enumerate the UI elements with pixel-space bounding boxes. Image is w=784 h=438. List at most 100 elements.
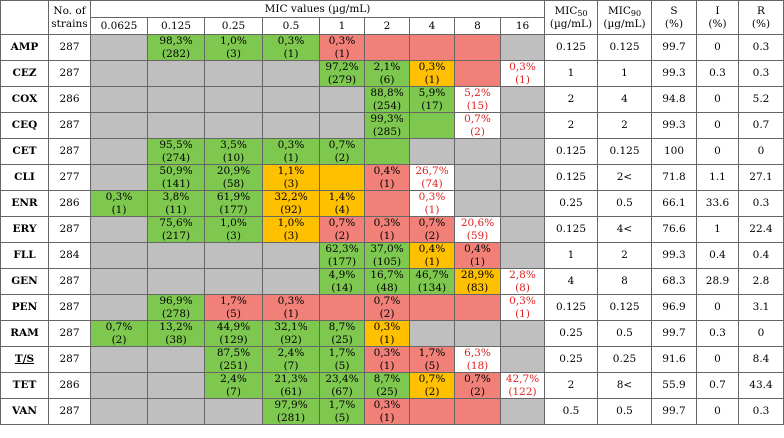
mic-cell	[147, 372, 205, 399]
mic90-label: MIC	[607, 5, 631, 17]
mic-cell	[90, 346, 148, 373]
mic-cell	[409, 112, 455, 139]
mic-cell	[147, 112, 205, 139]
mic50-value: 2	[544, 86, 598, 113]
s-unit: (%)	[664, 17, 684, 30]
mic-cell: 4,9% (14)	[319, 268, 365, 295]
mic-cell: 16,7% (48)	[364, 268, 410, 295]
mic-cell: 32,1% (92)	[262, 320, 320, 347]
mic-cell	[500, 216, 545, 243]
mic-cell: 28,9% (83)	[454, 268, 501, 295]
mic-cell	[90, 268, 148, 295]
antibiotic-name: CET	[0, 138, 49, 165]
mic-cell: 1,4% (4)	[319, 190, 365, 217]
table-header: No. of strains MIC values (µg/mL) MIC50 (µ…	[0, 0, 784, 35]
i-value: 28.9	[696, 268, 739, 295]
strain-count: 284	[48, 242, 91, 269]
mic-cell: 0,3% (1)	[364, 398, 410, 425]
mic-cell: 0,7% (2)	[90, 320, 148, 347]
mic90-value: 0.5	[597, 398, 652, 425]
r-value: 3.1	[738, 294, 784, 321]
mic-cell: 1,0% (3)	[204, 216, 263, 243]
antibiotic-name: FLL	[0, 242, 49, 269]
mic-cell	[90, 372, 148, 399]
strain-count: 287	[48, 268, 91, 295]
mic90-value: 2	[597, 242, 652, 269]
mic-cell	[454, 138, 501, 165]
mic-cell: 1,7% (5)	[319, 398, 365, 425]
mic90-value: 8<	[597, 372, 652, 399]
r-value: 5.2	[738, 86, 784, 113]
r-value: 0.3	[738, 60, 784, 87]
mic-cell: 0,3% (1)	[319, 34, 365, 61]
strain-count: 286	[48, 86, 91, 113]
mic-cell	[147, 242, 205, 269]
mic-cell	[319, 294, 365, 321]
mic90-value: 2	[597, 112, 652, 139]
conc-1: 1	[319, 17, 365, 35]
mic-cell: 0,4% (1)	[364, 164, 410, 191]
mic-cell: 8,7% (25)	[364, 372, 410, 399]
mic-cell	[500, 138, 545, 165]
conc-0.5: 0.5	[262, 17, 320, 35]
antibiotic-name: ENR	[0, 190, 49, 217]
r-value: 22.4	[738, 216, 784, 243]
strain-count: 287	[48, 320, 91, 347]
mic50-value: 0.5	[544, 398, 598, 425]
i-value: 0.3	[696, 320, 739, 347]
mic90-unit: (µg/mL)	[603, 17, 646, 30]
s-value: 66.1	[651, 190, 697, 217]
conc-2: 2	[364, 17, 410, 35]
mic-cell: 20,9% (58)	[204, 164, 263, 191]
header-strains-line2: strains	[51, 17, 88, 30]
mic-cell: 0,3% (1)	[262, 138, 320, 165]
mic90-value: 0.5	[597, 320, 652, 347]
mic50-value: 0.125	[544, 294, 598, 321]
mic-cell: 26,7% (74)	[409, 164, 455, 191]
mic-cell: 0,7% (2)	[454, 112, 501, 139]
mic-cell	[500, 190, 545, 217]
table-body: AMP 287 98,3% (282) 1,0% (3) 0,3% (1) 0,3% (1) 0.1…	[0, 34, 784, 425]
mic90-sub: 90	[630, 9, 642, 18]
mic-cell: 0,3% (1)	[364, 216, 410, 243]
s-value: 94.8	[651, 86, 697, 113]
i-value: 0	[696, 34, 739, 61]
mic-cell: 0,7% (2)	[409, 216, 455, 243]
mic-cell	[364, 138, 410, 165]
mic-cell	[90, 216, 148, 243]
header-mic90: MIC90 (µg/mL)	[597, 0, 652, 35]
s-value: 76.6	[651, 216, 697, 243]
mic-cell	[500, 164, 545, 191]
mic-cell: 0,7% (2)	[454, 372, 501, 399]
mic-cell	[90, 60, 148, 87]
strain-count: 286	[48, 372, 91, 399]
mic90-value: 1	[597, 60, 652, 87]
mic-cell: 5,9% (17)	[409, 86, 455, 113]
antibiotic-name: PEN	[0, 294, 49, 321]
mic-cell	[409, 294, 455, 321]
table-row: VAN 287 97,9% (281) 1,7% (5) 0,3% (1) 0.5 0.5 99.7…	[0, 398, 784, 425]
mic-cell: 0,4% (1)	[409, 242, 455, 269]
mic-cell: 0,4% (1)	[454, 242, 501, 269]
mic-cell: 3,5% (10)	[204, 138, 263, 165]
mic-cell: 0,3% (1)	[262, 294, 320, 321]
mic-cell	[454, 60, 501, 87]
s-value: 99.7	[651, 34, 697, 61]
mic-cell	[319, 86, 365, 113]
mic-cell: 0,3% (1)	[409, 60, 455, 87]
mic-cell: 75,6% (217)	[147, 216, 205, 243]
mic-cell: 8,7% (25)	[319, 320, 365, 347]
mic-cell: 32,2% (92)	[262, 190, 320, 217]
mic-cell	[454, 164, 501, 191]
s-value: 96.9	[651, 294, 697, 321]
s-value: 68.3	[651, 268, 697, 295]
mic50-value: 1	[544, 60, 598, 87]
mic90-value: 0.125	[597, 138, 652, 165]
mic-cell: 87,5% (251)	[204, 346, 263, 373]
table-row: TET 286 2,4% (7) 21,3% (61) 23,4% (67) 8,7% (25) 0…	[0, 372, 784, 399]
antibiotic-name: VAN	[0, 398, 49, 425]
mic-cell	[204, 242, 263, 269]
table-row: PEN 287 96,9% (278) 1,7% (5) 0,3% (1) 0,7% (2) 0,3…	[0, 294, 784, 321]
s-value: 99.7	[651, 320, 697, 347]
mic50-value: 0.125	[544, 34, 598, 61]
